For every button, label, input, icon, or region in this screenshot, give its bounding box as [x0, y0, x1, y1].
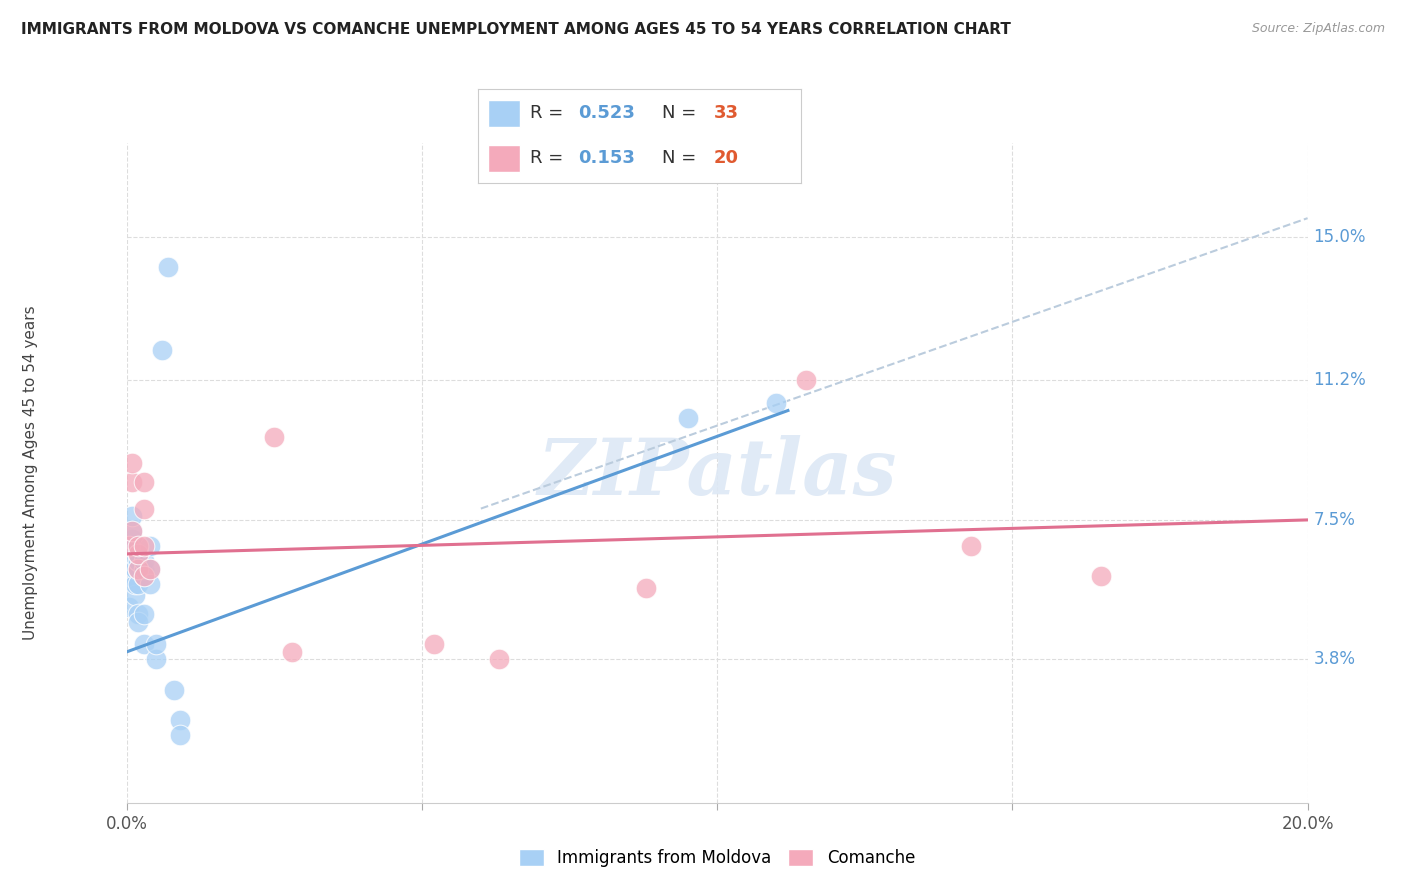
Point	[127, 615, 149, 629]
Point	[676, 411, 699, 425]
Text: 20: 20	[714, 149, 740, 167]
Text: IMMIGRANTS FROM MOLDOVA VS COMANCHE UNEMPLOYMENT AMONG AGES 45 TO 54 YEARS CORRE: IMMIGRANTS FROM MOLDOVA VS COMANCHE UNEM…	[21, 22, 1011, 37]
Point	[263, 430, 285, 444]
Point	[121, 532, 143, 546]
Point	[124, 577, 146, 591]
Point	[124, 588, 146, 602]
Point	[960, 539, 983, 553]
Point	[156, 260, 179, 275]
Bar	[488, 101, 520, 127]
Point	[139, 539, 162, 553]
Point	[422, 637, 444, 651]
Point	[127, 539, 149, 553]
Point	[134, 539, 156, 553]
Point	[765, 396, 787, 410]
Text: 15.0%: 15.0%	[1313, 228, 1367, 246]
Point	[127, 547, 149, 561]
Point	[281, 645, 304, 659]
Text: ZIPatlas: ZIPatlas	[537, 434, 897, 511]
Point	[488, 652, 510, 666]
Point	[127, 554, 149, 568]
Point	[1090, 569, 1112, 583]
Point	[145, 652, 167, 666]
Point	[127, 562, 149, 576]
Text: Unemployment Among Ages 45 to 54 years: Unemployment Among Ages 45 to 54 years	[24, 305, 38, 640]
Point	[127, 547, 149, 561]
Point	[134, 569, 156, 583]
Point	[139, 562, 162, 576]
Point	[134, 637, 156, 651]
Point	[127, 562, 149, 576]
Text: 11.2%: 11.2%	[1313, 371, 1367, 389]
Point	[134, 569, 156, 583]
Point	[134, 607, 156, 622]
Point	[169, 728, 191, 742]
Text: 0.523: 0.523	[578, 104, 636, 122]
Text: 7.5%: 7.5%	[1313, 511, 1355, 529]
Point	[121, 456, 143, 470]
Point	[794, 373, 817, 387]
Text: 3.8%: 3.8%	[1313, 650, 1355, 668]
Point	[127, 577, 149, 591]
Legend: Immigrants from Moldova, Comanche: Immigrants from Moldova, Comanche	[512, 842, 922, 873]
Point	[134, 562, 156, 576]
Point	[121, 539, 143, 553]
Point	[120, 569, 142, 583]
Point	[118, 539, 141, 553]
Bar	[488, 145, 520, 171]
Point	[121, 524, 143, 539]
Point	[145, 637, 167, 651]
Point	[134, 554, 156, 568]
Point	[150, 343, 173, 358]
Text: 33: 33	[714, 104, 740, 122]
Point	[121, 475, 143, 490]
Point	[121, 524, 143, 539]
Point	[121, 509, 143, 524]
Point	[118, 599, 141, 614]
Point	[134, 501, 156, 516]
Point	[139, 577, 162, 591]
Point	[169, 713, 191, 727]
Text: N =: N =	[662, 104, 696, 122]
Point	[139, 562, 162, 576]
Point	[636, 581, 658, 595]
Text: N =: N =	[662, 149, 696, 167]
Text: R =: R =	[530, 104, 562, 122]
Point	[134, 475, 156, 490]
Text: 0.153: 0.153	[578, 149, 636, 167]
Point	[121, 554, 143, 568]
Point	[127, 607, 149, 622]
Point	[163, 682, 186, 697]
Point	[124, 562, 146, 576]
Text: R =: R =	[530, 149, 562, 167]
Text: Source: ZipAtlas.com: Source: ZipAtlas.com	[1251, 22, 1385, 36]
